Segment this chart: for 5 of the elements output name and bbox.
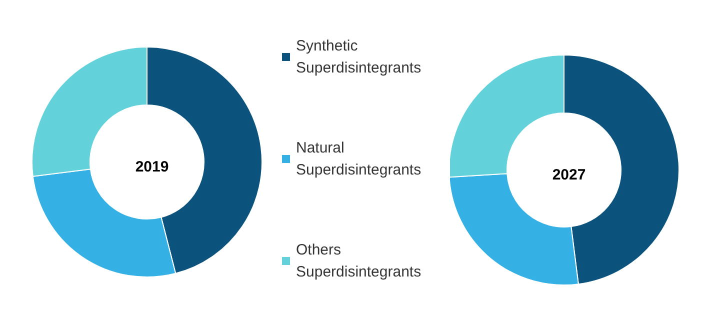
text: 2019 (135, 158, 169, 176)
legend-label: Synthetic Superdisintegrants (296, 38, 422, 76)
legend-label: Natural Superdisintegrants (296, 140, 422, 178)
text: 2027 (552, 166, 586, 184)
legend-label: Others Superdisintegrants (296, 242, 422, 280)
